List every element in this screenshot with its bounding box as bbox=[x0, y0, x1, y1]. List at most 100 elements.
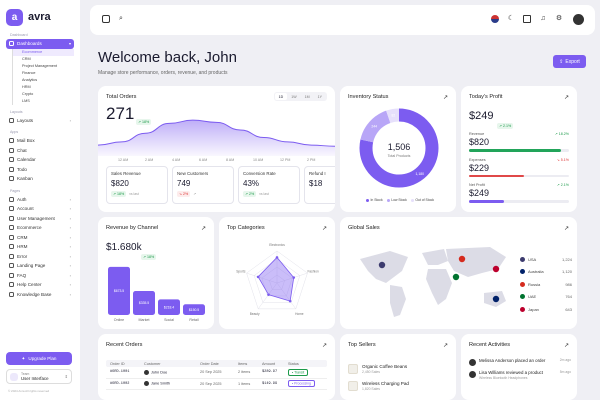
sidebar-subitem-crypto[interactable]: Crypto bbox=[12, 90, 74, 98]
column-header[interactable]: Order ID bbox=[110, 361, 125, 366]
status-badge: • Processing bbox=[288, 380, 315, 387]
sidebar-item-chat[interactable]: Chat bbox=[6, 146, 74, 156]
country-row[interactable]: Australia 1,120 bbox=[520, 266, 572, 279]
range-tab-1w[interactable]: 1W bbox=[291, 94, 297, 99]
arrow-up-right-icon[interactable]: ↗ bbox=[321, 226, 327, 232]
column-header[interactable]: Status bbox=[288, 361, 299, 366]
sidebar-item-landing-page[interactable]: Landing Page › bbox=[6, 261, 74, 271]
upgrade-plan-button[interactable]: ✦ Upgrade Plan bbox=[6, 352, 72, 365]
bar-market[interactable] bbox=[133, 291, 155, 315]
sidebar-item-todo[interactable]: Todo bbox=[6, 165, 74, 175]
range-tab-1y[interactable]: 1Y bbox=[317, 94, 322, 99]
arrow-up-right-icon[interactable]: ↗ bbox=[321, 343, 327, 349]
arrow-up-right-icon[interactable]: ↗ bbox=[563, 226, 569, 232]
us-flag-icon[interactable] bbox=[491, 15, 499, 23]
seller-item[interactable]: Organic Coffee Beans 2,450 Sales bbox=[348, 360, 448, 377]
bar-retail[interactable] bbox=[183, 304, 205, 315]
sidebar-item-kanban[interactable]: Kanban bbox=[6, 174, 74, 184]
range-tab-1m[interactable]: 1M bbox=[304, 94, 310, 99]
avatar bbox=[469, 359, 476, 366]
sidebar-subitem-analytics[interactable]: Analytics bbox=[12, 76, 74, 84]
sidebar-item-faq[interactable]: FAQ › bbox=[6, 271, 74, 281]
sidebar-item-calendar[interactable]: Calendar bbox=[6, 155, 74, 165]
sidebar-item-mail-box[interactable]: Mail Box bbox=[6, 136, 74, 146]
apps-menu: Mail Box Chat Calendar Todo Kanban bbox=[6, 136, 74, 184]
sidebar-subitem-ecommerce[interactable]: Ecommerce bbox=[12, 48, 74, 56]
japan-marker[interactable] bbox=[492, 265, 500, 273]
activity-item[interactable]: Lisa Williams reviewed a product Wireless… bbox=[469, 370, 571, 380]
country-row[interactable]: Japan 643 bbox=[520, 303, 572, 316]
chevron-right-icon: › bbox=[69, 206, 71, 212]
bar-category-label: Retail bbox=[189, 318, 198, 322]
column-header[interactable]: Order Date bbox=[200, 361, 219, 366]
bar-online[interactable] bbox=[108, 266, 130, 315]
sidebar-item-user-management[interactable]: User Management › bbox=[6, 214, 74, 224]
arrow-up-right-icon[interactable]: ↗ bbox=[563, 95, 569, 101]
donut-slice-out-of-stock[interactable] bbox=[359, 108, 439, 188]
card-title: Recent Orders bbox=[106, 342, 143, 348]
table-row[interactable]: #ORD-1002 Jane Smith 20 Sep 2025 1 items $14… bbox=[106, 378, 327, 389]
country-row[interactable]: Russia 986 bbox=[520, 278, 572, 291]
uae-marker[interactable] bbox=[452, 273, 460, 281]
search-icon[interactable]: ⌕ bbox=[119, 15, 123, 22]
sidebar-item-account[interactable]: Account › bbox=[6, 204, 74, 214]
bar-social[interactable] bbox=[158, 299, 180, 315]
column-header[interactable]: Items bbox=[238, 361, 248, 366]
sidebar-item-help-center[interactable]: Help Center › bbox=[6, 280, 74, 290]
column-header[interactable]: Customer bbox=[144, 361, 161, 366]
slice-label: 1,180 bbox=[416, 172, 425, 176]
sidebar-item-ecommerce[interactable]: Ecommerce › bbox=[6, 223, 74, 233]
brand[interactable]: a avra bbox=[6, 6, 74, 28]
sidebar-item-label: Account bbox=[17, 206, 34, 212]
sidebar-item-hrm[interactable]: HRM › bbox=[6, 242, 74, 252]
product-thumbnail bbox=[348, 363, 358, 374]
x-tick-label: 4 AM bbox=[172, 158, 181, 162]
sidebar-item-crm[interactable]: CRM › bbox=[6, 233, 74, 243]
sidebar-subitem-finance[interactable]: Finance bbox=[12, 69, 74, 77]
radar-point[interactable] bbox=[288, 299, 292, 303]
arrow-up-right-icon[interactable]: ↗ bbox=[563, 343, 569, 349]
country-row[interactable]: UAE 764 bbox=[520, 291, 572, 304]
arrow-up-right-icon[interactable]: ↗ bbox=[442, 343, 448, 349]
activity-item[interactable]: Melissa Anderson placed an order 2m ago bbox=[469, 358, 571, 366]
range-tab-1d[interactable]: 1D bbox=[274, 93, 288, 100]
russia-marker[interactable] bbox=[458, 255, 466, 263]
australia-marker[interactable] bbox=[492, 295, 500, 303]
sidebar-toggle-icon[interactable] bbox=[102, 15, 110, 23]
inventory-status-card: Inventory Status ↗ 1,180 244 82 1,506 Tota… bbox=[340, 86, 456, 212]
sidebar-subitem-project-management[interactable]: Project Management bbox=[12, 62, 74, 70]
table-row[interactable]: #ORD-1001 John Doe 20 Sep 2025 2 items $289.… bbox=[106, 367, 327, 378]
sidebar-item-label: CRM bbox=[17, 234, 28, 240]
usa-marker[interactable] bbox=[378, 261, 386, 269]
sidebar-item-error[interactable]: Error › bbox=[6, 252, 74, 262]
slice-label: 82 bbox=[391, 114, 395, 118]
fullscreen-icon[interactable] bbox=[523, 15, 531, 23]
radar-point[interactable] bbox=[267, 293, 270, 296]
arrow-up-right-icon[interactable]: ↗ bbox=[442, 95, 448, 101]
sidebar-item-label: Ecommerce bbox=[17, 225, 42, 231]
stat-card: New Customers 749 ↘ 2% ↗ bbox=[172, 166, 234, 204]
sidebar-subitem-lms[interactable]: LMS bbox=[12, 97, 74, 105]
column-header[interactable]: Amount bbox=[262, 361, 276, 366]
seller-item[interactable]: Wireless Charging Pad 1,820 Sales bbox=[348, 377, 448, 394]
table-header-row: Order ID Customer Order Date Items Amount Sta… bbox=[106, 360, 327, 367]
sidebar-subitem-crm[interactable]: CRM bbox=[12, 55, 74, 63]
sidebar-item-auth[interactable]: Auth › bbox=[6, 195, 74, 205]
user-switcher[interactable]: Team User Interface ⇕ bbox=[6, 369, 72, 384]
bell-icon[interactable]: ♫ bbox=[540, 15, 546, 22]
avatar[interactable] bbox=[573, 14, 584, 25]
moon-icon[interactable]: ☾ bbox=[507, 15, 515, 22]
arrow-up-right-icon[interactable]: ↗ bbox=[200, 226, 206, 232]
radar-point[interactable] bbox=[292, 276, 296, 279]
gear-icon[interactable]: ⚙ bbox=[555, 15, 563, 22]
country-row[interactable]: USA 1,224 bbox=[520, 253, 572, 266]
radar-point[interactable] bbox=[275, 256, 279, 259]
sidebar-item-knowledge-base[interactable]: Knowledge Base › bbox=[6, 290, 74, 300]
sidebar-item-layouts[interactable]: Layouts › bbox=[6, 116, 74, 126]
radar-point[interactable] bbox=[256, 275, 260, 279]
legend-label: Out of Stock bbox=[415, 198, 435, 202]
upgrade-label: Upgrade Plan bbox=[28, 356, 57, 361]
sidebar-item-dashboards[interactable]: Dashboards ▾ bbox=[6, 39, 74, 49]
sidebar-subitem-hrm[interactable]: HRM bbox=[12, 83, 74, 91]
export-button[interactable]: ⇪ Export bbox=[553, 55, 586, 68]
